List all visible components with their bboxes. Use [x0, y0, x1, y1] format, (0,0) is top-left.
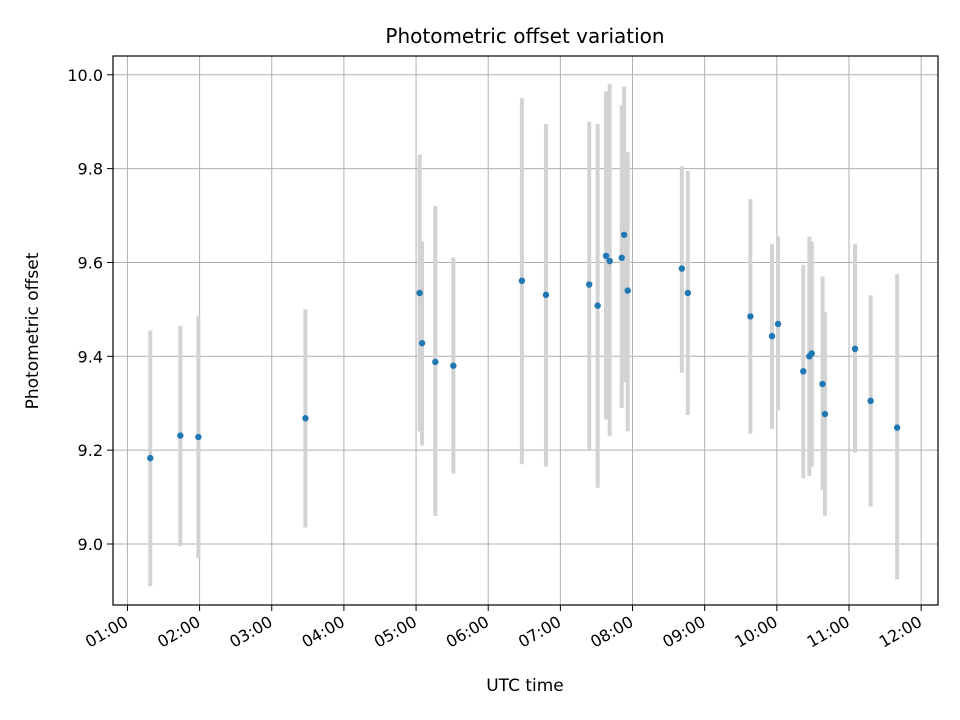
data-point — [586, 281, 593, 288]
x-tick-label: 07:00 — [515, 612, 564, 652]
x-tick-label: 03:00 — [226, 612, 275, 652]
data-point — [416, 289, 423, 297]
y-tick-label: 9.4 — [78, 347, 103, 366]
data-point — [893, 424, 901, 431]
x-axis-ticks: 01:00 02:00 03:00 04:00 05:00 06:00 07:00 08:00… — [82, 605, 925, 652]
data-point — [768, 332, 776, 340]
y-tick-label: 9.2 — [78, 441, 103, 460]
x-tick-label: 04:00 — [298, 612, 347, 652]
plot-frame — [112, 55, 939, 606]
data-point — [147, 454, 154, 462]
error-bars — [148, 84, 900, 587]
x-tick-label: 01:00 — [82, 612, 131, 652]
x-tick-label: 05:00 — [371, 612, 420, 652]
data-point — [821, 410, 829, 418]
data-point — [195, 433, 202, 441]
data-points — [147, 231, 901, 462]
data-point — [518, 277, 526, 284]
x-tick-label: 10:00 — [731, 612, 780, 652]
x-tick-label: 06:00 — [443, 612, 492, 652]
data-point — [678, 265, 686, 272]
data-point — [684, 289, 692, 297]
x-tick-label: 08:00 — [587, 612, 636, 652]
data-point — [819, 380, 826, 388]
x-tick-label: 02:00 — [154, 612, 203, 652]
chart-title: Photometric offset variation — [385, 24, 664, 48]
data-point — [606, 257, 613, 265]
data-point — [602, 252, 610, 260]
data-point — [851, 345, 859, 352]
data-point — [594, 302, 601, 309]
data-point — [620, 231, 628, 238]
y-axis-title: Photometric offset — [23, 252, 43, 409]
data-point — [800, 368, 807, 375]
x-tick-label: 12:00 — [876, 612, 925, 652]
y-tick-label: 9.8 — [78, 160, 103, 179]
data-point — [618, 254, 625, 261]
data-point — [542, 291, 550, 299]
x-axis-title: UTC time — [486, 676, 564, 696]
grid-lines — [113, 56, 938, 605]
data-point — [432, 358, 439, 366]
data-point — [624, 287, 631, 294]
x-tick-label: 11:00 — [804, 612, 853, 652]
data-point — [808, 350, 815, 357]
data-point — [450, 362, 457, 369]
data-point — [774, 320, 782, 328]
y-axis-ticks: 9.0 9.2 9.4 9.6 9.8 10.0 — [67, 66, 113, 554]
y-tick-label: 9.6 — [78, 253, 103, 272]
y-tick-label: 10.0 — [67, 66, 103, 85]
x-tick-label: 09:00 — [659, 612, 708, 652]
data-point — [418, 339, 426, 347]
data-point — [867, 397, 874, 405]
data-point — [177, 432, 184, 439]
data-point — [747, 313, 754, 320]
data-point — [302, 415, 309, 422]
y-tick-label: 9.0 — [78, 535, 103, 554]
